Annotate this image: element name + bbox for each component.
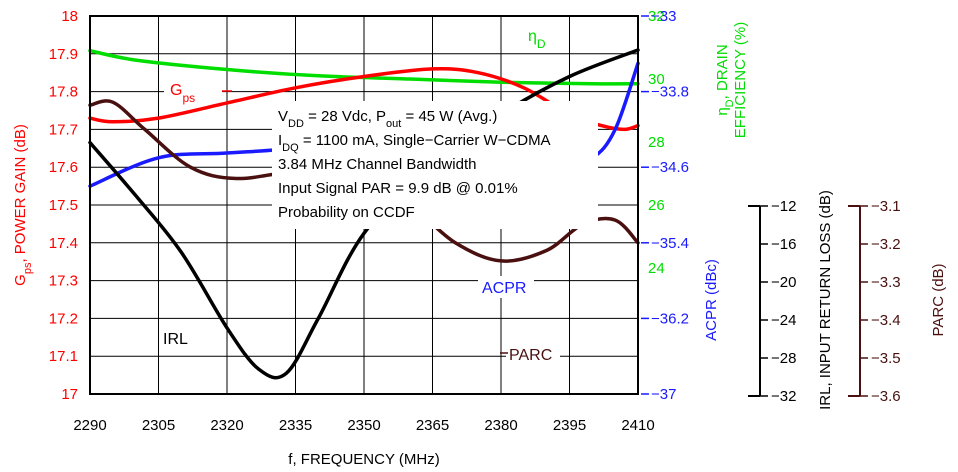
gps-tick-label: 17.8	[49, 84, 78, 101]
info-subscript: DD	[288, 118, 304, 130]
irl-tick-label: −12	[771, 198, 796, 215]
eta-annotation-background	[524, 25, 558, 47]
acpr-tick-label: −33	[651, 8, 676, 25]
eta-tick-label: 26	[648, 197, 665, 214]
x-tick-label: 2320	[210, 417, 243, 434]
irl-tick-label: −28	[771, 350, 796, 367]
gps-annotation-main: G	[170, 82, 182, 99]
x-tick-label: 2410	[621, 417, 654, 434]
gps-axis-label-main: G	[12, 274, 29, 286]
irl-annotation-background	[160, 327, 196, 349]
parc-axis-label: PARC (dB)	[930, 263, 947, 336]
info-text: I	[278, 132, 282, 149]
eta-annotation-main: η	[528, 28, 537, 45]
series-line-gps	[88, 67, 640, 132]
gps-tick-label: 17.7	[49, 121, 78, 138]
eta-axis-label-main: η	[714, 107, 731, 115]
parc-annotation-background	[506, 343, 560, 365]
info-line: IDQ = 1100 mA, Single−Carrier W−CDMA	[278, 132, 551, 154]
x-tick-label: 2395	[553, 417, 586, 434]
gps-tick-label: 17.2	[49, 310, 78, 327]
eta-annotation-sub: D	[537, 37, 546, 51]
eta-tick-label: 30	[648, 71, 665, 88]
x-tick-label: 2350	[347, 417, 380, 434]
gps-tick-label: 17	[61, 386, 78, 403]
acpr-tick-label: −34.6	[651, 159, 689, 176]
parc-tick-label: −3.5	[871, 350, 901, 367]
info-box: VDD = 28 Vdc, Pout = 45 W (Avg.)IDQ = 11…	[272, 101, 598, 229]
irl-axis-label: IRL, INPUT RETURN LOSS (dB)	[817, 190, 834, 410]
eta-tick-label: 32	[648, 8, 665, 25]
irl-tick-label: −32	[771, 388, 796, 405]
gps-annotation: Gps	[170, 82, 195, 105]
acpr-tick-label: −35.4	[651, 235, 689, 252]
irl-tick-label: −20	[771, 274, 796, 291]
eta-axis-label-sub: D	[724, 99, 736, 107]
info-text: = 28 Vdc, P	[304, 108, 386, 125]
info-text: 3.84 MHz Channel Bandwidth	[278, 156, 476, 173]
info-line: Input Signal PAR = 9.9 dB @ 0.01%	[278, 180, 518, 197]
parc-tick-label: −3.1	[871, 198, 901, 215]
acpr-annotation: ACPR	[482, 280, 526, 297]
gps-tick-label: 17.4	[49, 235, 78, 252]
extra-axes: −12 −16 −20 −24 −28 −32 −3.1 −3.2 −3.3 −3.4 −3.5 −3…	[748, 198, 901, 405]
eta-axis-label-line2: EFFICIENCY (%)	[732, 22, 749, 138]
gps-annotation-sub: ps	[182, 91, 195, 105]
gps-axis-label-rest: , POWER GAIN (dB)	[12, 124, 29, 262]
gps-tick-label: 17.9	[49, 46, 78, 63]
info-line: 3.84 MHz Channel Bandwidth	[278, 156, 476, 173]
parc-tick-label: −3.4	[871, 312, 901, 329]
irl-tick-label: −16	[771, 236, 796, 253]
x-tick-label: 2380	[484, 417, 517, 434]
acpr-tick-label: −36.2	[651, 310, 689, 327]
info-subscript: out	[386, 118, 401, 130]
eta-tick-label: 28	[648, 134, 665, 151]
gps-axis-label-sub: ps	[22, 262, 34, 274]
gps-tick-label: 18	[61, 8, 78, 25]
x-tick-label: 2290	[73, 417, 106, 434]
x-axis-label: f, FREQUENCY (MHz)	[288, 451, 439, 468]
gps-tick-label: 17.1	[49, 348, 78, 365]
eta-annotation: ηD	[528, 28, 546, 51]
acpr-axis-label: ACPR (dBc)	[703, 259, 720, 341]
eta-axis-label-rest: , DRAIN	[714, 44, 731, 99]
x-tick-label: 2335	[279, 417, 312, 434]
info-text: = 1100 mA, Single−Carrier W−CDMA	[299, 132, 551, 149]
irl-annotation: IRL	[163, 331, 188, 348]
gps-annotation-background	[164, 78, 222, 100]
info-subscript: DQ	[282, 142, 299, 154]
info-text: V	[278, 108, 288, 125]
gps-tick-label: 17.6	[49, 159, 78, 176]
info-text: = 45 W (Avg.)	[401, 108, 497, 125]
info-text: Probability on CCDF	[278, 204, 415, 221]
parc-tick-label: −3.3	[871, 274, 901, 291]
info-box-background	[272, 101, 598, 229]
annotations: Gps ηD ACPR IRL PARC	[160, 25, 560, 365]
info-line: Probability on CCDF	[278, 204, 415, 221]
acpr-tick-label: −33.8	[651, 84, 689, 101]
axis-labels: f, FREQUENCY (MHz)Gps, POWER GAIN (dB)ηD…	[12, 22, 947, 468]
parc-tick-label: −3.2	[871, 236, 901, 253]
info-text: Input Signal PAR = 9.9 dB @ 0.01%	[278, 180, 518, 197]
gps-axis-label: Gps, POWER GAIN (dB)	[12, 124, 34, 286]
plot-frame	[89, 15, 639, 395]
x-tick-label: 2305	[142, 417, 175, 434]
plot-border	[89, 15, 639, 395]
info-line: VDD = 28 Vdc, Pout = 45 W (Avg.)	[278, 108, 497, 130]
parc-tick-label: −3.6	[871, 388, 901, 405]
eta-axis-label-line1: ηD, DRAIN	[714, 44, 736, 115]
eta-tick-label: 24	[648, 260, 665, 277]
irl-tick-label: −24	[771, 312, 796, 329]
tick-labels: 2290 2305 2320 2335 2350 2365 2380 2395 2410 17 17…	[49, 8, 689, 434]
gps-tick-label: 17.3	[49, 273, 78, 290]
x-tick-label: 2365	[416, 417, 449, 434]
gps-tick-label: 17.5	[49, 197, 78, 214]
acpr-tick-label: −37	[651, 386, 676, 403]
parc-annotation: PARC	[509, 347, 552, 364]
acpr-annotation-background	[478, 276, 534, 298]
